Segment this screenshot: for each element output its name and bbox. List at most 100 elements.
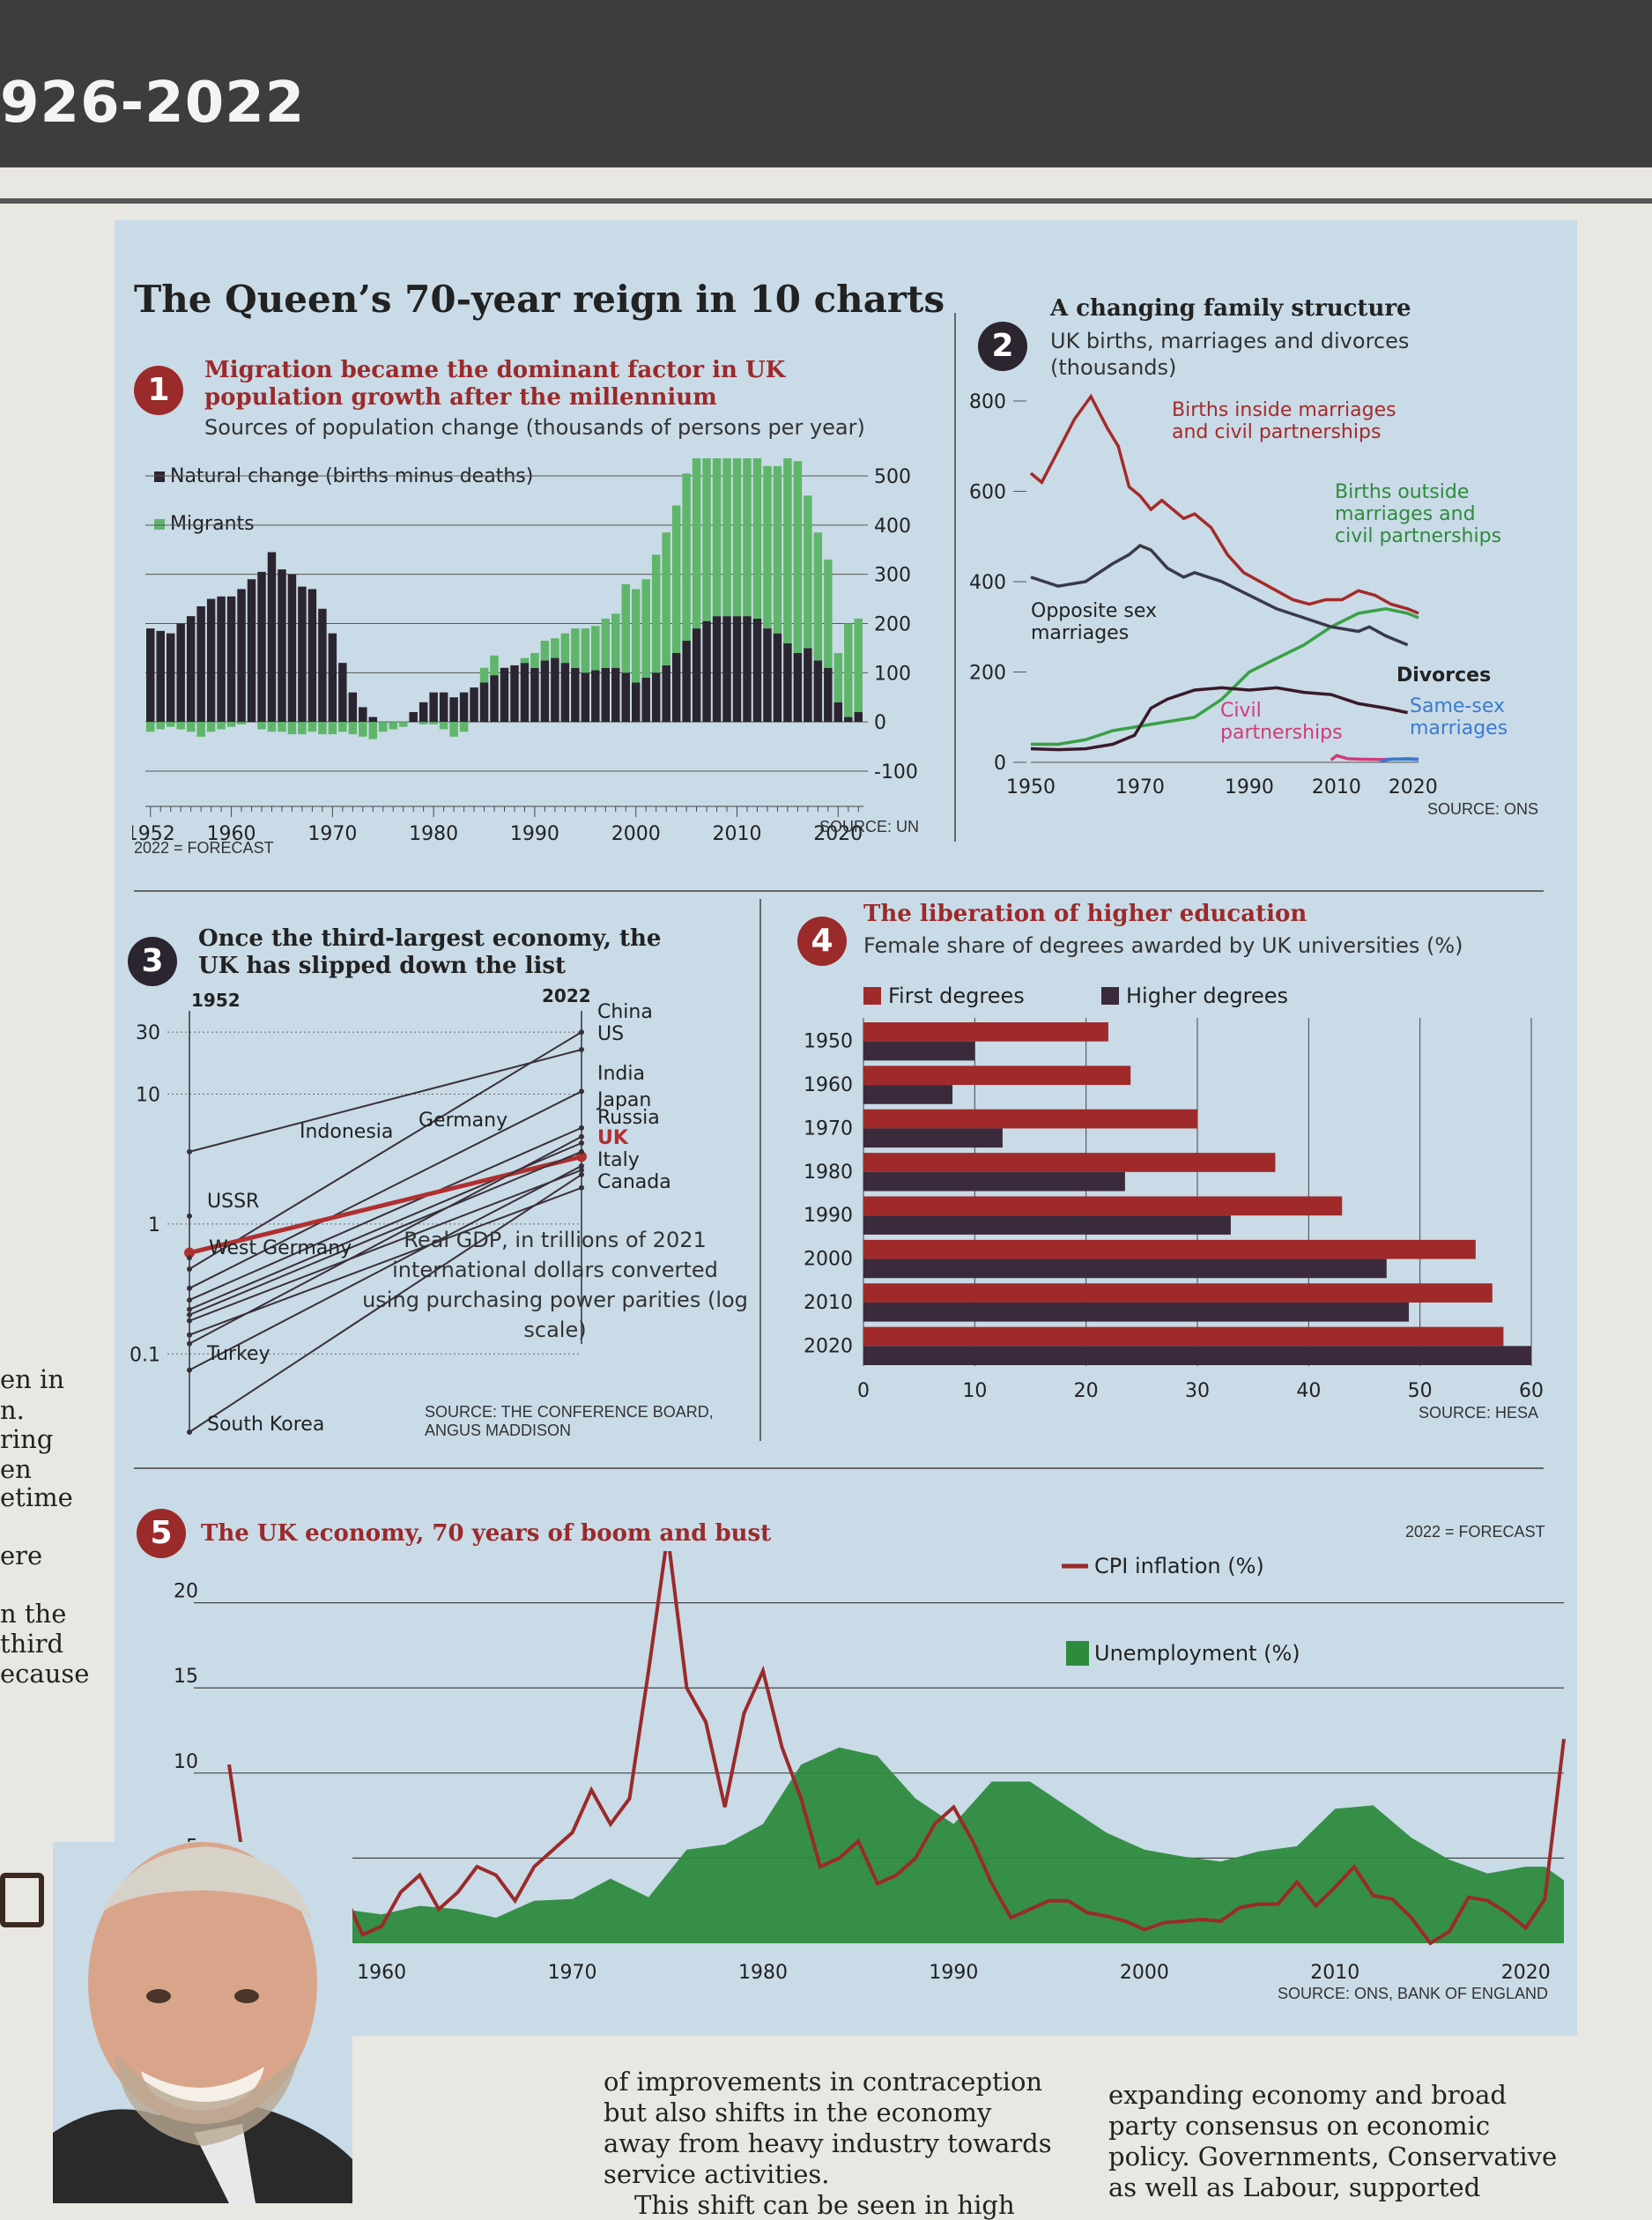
chart4-legend-swatch (863, 987, 881, 1005)
chart1-bar-natural (510, 665, 519, 723)
chart3-end-point (579, 1167, 584, 1173)
chart4-bar-higher-degrees (863, 1346, 1531, 1365)
chart1-legend-label: Migrants (170, 513, 255, 535)
article-line: away from heavy industry towards (604, 2128, 1052, 2158)
chart2-ytick-label: 400 (969, 572, 1006, 594)
chart2-svg: 0 200 400 600 800 1950 1970 1990 2010 2020 Births … (969, 391, 1508, 798)
chart2-annotation-line: Births outside (1335, 481, 1469, 503)
chart2-annotation: Births inside marriages and civil partner… (1172, 399, 1396, 443)
article-line: policy. Governments, Conservative (1108, 2142, 1558, 2172)
beard-shape (115, 2053, 300, 2146)
chart1-bar-migrants (429, 722, 438, 724)
chart2-annotation-line: marriages and (1335, 503, 1476, 525)
infographic-title: The Queen’s 70-year reign in 10 charts (134, 278, 945, 321)
chart1-bar-natural (146, 628, 155, 723)
chart1-bar-natural (591, 670, 600, 723)
chart2-annotation-line: Opposite sex (1031, 600, 1157, 622)
chart1-bar-natural (560, 663, 570, 723)
chart1-bar-natural (490, 675, 499, 723)
chart1-bar-migrants (540, 641, 550, 661)
chart1-bar-migrants (712, 458, 722, 617)
chart-number-badge: 1 (134, 366, 183, 415)
article-line: service activities. (604, 2159, 830, 2189)
chart4-legend-label: Higher degrees (1126, 984, 1288, 1008)
chart3-ytick-label: 0.1 (130, 1344, 160, 1366)
chart1-bar-migrants (671, 505, 681, 653)
chart3-series-line (189, 1150, 582, 1316)
chart4-xtick-label: 50 (1408, 1380, 1433, 1402)
chart1-bar-migrants (773, 465, 782, 634)
chart1-bar-natural (267, 552, 277, 723)
chart1-bar-natural (621, 672, 630, 723)
chart3-start-point (184, 1247, 195, 1258)
chart1-bar-natural (601, 667, 611, 723)
chart1-bar-natural (459, 692, 469, 723)
chart1-bar-natural (804, 648, 812, 723)
chart3-start-point (187, 1255, 192, 1261)
chart4-xtick-label: 10 (962, 1380, 987, 1402)
chart3-series-line (189, 1049, 582, 1153)
chart1-bar-migrants (530, 653, 539, 668)
divider-horizontal (134, 890, 1544, 892)
chart1-bar-migrants (176, 722, 185, 730)
chart1-xtick-label: 1980 (409, 823, 458, 845)
chart1-bar-natural (500, 667, 509, 723)
chart1-bar-natural (348, 692, 358, 723)
chart1-bar-natural (298, 586, 307, 723)
chart4-xtick-label: 20 (1074, 1380, 1099, 1402)
chart4-category-label: 2010 (804, 1292, 853, 1314)
chart3-end-point (579, 1140, 584, 1146)
chart1-bar-migrants (379, 722, 388, 732)
chart3-start-point (187, 1429, 192, 1435)
chart4-xtick-label: 60 (1519, 1380, 1544, 1402)
chart1-bar-migrants (824, 559, 833, 668)
chart2-series-line (1380, 757, 1419, 763)
chart2-subtitle: UK births, marriages and divorces (thous… (1050, 329, 1410, 380)
divider-vertical (954, 313, 956, 842)
chart1-bar-migrants (662, 532, 670, 665)
chart1-bar-migrants (307, 722, 317, 732)
chart1-bar-migrants (318, 722, 327, 735)
chart1-bar-natural (702, 620, 711, 723)
chart-number-badge: 2 (978, 322, 1027, 371)
chart4-legend-label: First degrees (888, 984, 1025, 1008)
chart3-left-label: Germany (419, 1110, 507, 1132)
chart4-xtick-label: 40 (1296, 1380, 1321, 1402)
chart1-bar-natural (631, 682, 641, 723)
header-rule (0, 198, 1652, 204)
chart3-end-point (579, 1133, 584, 1140)
chart1-bar-migrants (186, 722, 196, 732)
chart2-annotation-line: Births inside marriages (1172, 399, 1396, 421)
chart1-bar-natural (783, 642, 792, 723)
chart1-ytick-label: 100 (874, 663, 911, 685)
chart1-bar-migrants (854, 618, 863, 712)
chart4-category-label: 2020 (804, 1335, 853, 1357)
chart4-bar-first-degrees (863, 1065, 1131, 1086)
chart1-xtick-label: 2010 (713, 823, 762, 845)
page-header-title: 926-2022 (0, 71, 306, 136)
chart3-start-point (187, 1367, 192, 1373)
chart1-bar-migrants (490, 655, 499, 676)
chart1-bar-natural (551, 657, 559, 723)
chart3-end-point (579, 1088, 584, 1095)
chart1-bar-natural (186, 616, 196, 723)
chart1-bar-migrants (763, 465, 772, 629)
chart1-bar-migrants (217, 722, 226, 730)
chart5-ytick-label: 20 (174, 1581, 198, 1603)
chart1-bar-migrants (783, 458, 792, 643)
chart2-annotation-line: marriages (1410, 717, 1508, 739)
chart3-series-line (189, 1135, 582, 1345)
chart4-bar-first-degrees (863, 1283, 1493, 1303)
chart4-bar-first-degrees (863, 1239, 1476, 1259)
margin-line: ere (0, 1541, 43, 1570)
chart1-bar-natural (833, 702, 843, 723)
chart3-series-line (189, 1186, 582, 1336)
chart1-bar-natural (470, 687, 478, 723)
chart4-legend-swatch (1101, 987, 1119, 1005)
divider-vertical (759, 899, 761, 1441)
chart4-bar-higher-degrees (863, 1215, 1231, 1235)
chart4-bar-higher-degrees (863, 1171, 1125, 1192)
chart1-note: 2022 = FORECAST (134, 839, 274, 857)
chart4-bar-higher-degrees (863, 1085, 953, 1104)
chart1-bar-migrants (328, 722, 337, 735)
